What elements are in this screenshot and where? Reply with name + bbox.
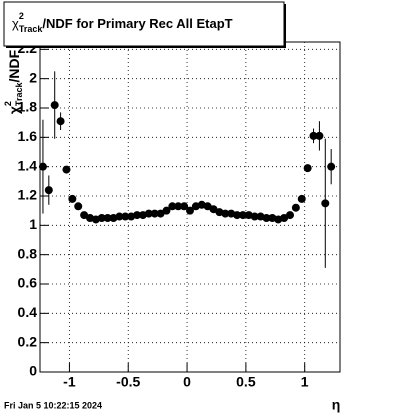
title-symbol: χ (12, 16, 19, 31)
data-point (221, 209, 230, 218)
data-point (297, 194, 306, 203)
y-axis-label: χ2Track/NDF (3, 49, 24, 114)
data-point (321, 199, 330, 208)
data-point (186, 206, 194, 215)
y-tick-label: 1.4 (18, 157, 38, 173)
data-point (150, 209, 159, 218)
y-tick-label: 1.2 (18, 187, 38, 203)
data-point (50, 101, 59, 110)
title-box (3, 1, 285, 47)
x-tick-label: 0.5 (236, 374, 256, 390)
y-label-sub: Track (14, 82, 24, 107)
y-label-text: /NDF (6, 49, 22, 82)
data-point (309, 131, 318, 140)
y-tick-label: 1.8 (18, 99, 38, 115)
y-tick-label: 1 (29, 216, 37, 232)
data-point (56, 117, 65, 126)
y-tick-label: 0.2 (18, 333, 38, 349)
x-axis-label: η (332, 397, 341, 413)
data-point (180, 202, 189, 211)
title-sup: 2 (19, 11, 24, 21)
y-tick-label: 0.6 (18, 275, 38, 291)
data-point (68, 194, 77, 203)
data-point (115, 212, 124, 221)
y-tick-label: 0.8 (18, 245, 38, 261)
x-tick-label: 1 (301, 374, 309, 390)
data-point (250, 212, 259, 221)
data-point (133, 211, 142, 220)
data-point (38, 162, 47, 171)
y-label-symbol: χ (6, 106, 22, 114)
data-point (291, 203, 300, 212)
data-point (262, 214, 271, 222)
data-point (44, 186, 53, 195)
data-point (315, 131, 324, 140)
data-point (144, 209, 153, 218)
y-tick-label: 2 (29, 69, 37, 85)
x-tick-label: 0 (183, 374, 191, 390)
data-point (103, 214, 112, 222)
data-point (233, 211, 242, 220)
x-tick-label: -0.5 (116, 374, 140, 390)
chart-title: χ2 Track/NDF for Primary Rec All EtapT (12, 11, 233, 34)
y-label-sup: 2 (3, 101, 13, 106)
plot-area: 00.20.40.60.811.21.41.61.822.2-1 -0.5 0 0.5… (18, 40, 341, 390)
title-sub: Track (19, 24, 44, 34)
data-point (74, 202, 83, 211)
data-point (121, 212, 130, 221)
y-tick-label: 0 (29, 363, 37, 379)
y-tick-label: 0.4 (18, 304, 38, 320)
data-point (162, 206, 171, 215)
title-text: /NDF for Primary Rec All EtapT (42, 16, 232, 31)
data-point (238, 211, 247, 220)
data-point (286, 211, 294, 220)
data-point (97, 214, 106, 222)
x-tick-label: -1 (63, 374, 76, 390)
data-point (327, 162, 336, 171)
data-point (168, 202, 177, 211)
data-point (62, 165, 71, 174)
y-tick-label: 1.6 (18, 128, 38, 144)
data-point (303, 164, 312, 173)
data-point (174, 202, 183, 211)
footer-date: Fri Jan 5 10:22:15 2024 (4, 400, 102, 410)
